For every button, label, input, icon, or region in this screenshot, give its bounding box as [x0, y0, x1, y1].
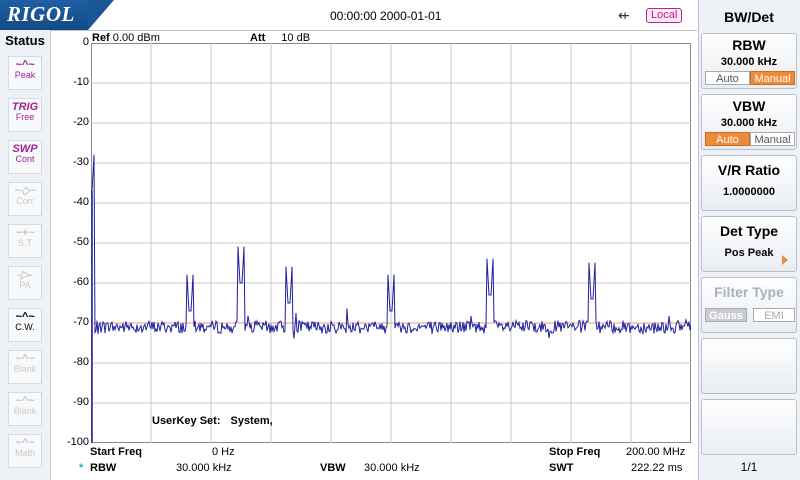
vbw-softkey[interactable]: VBW 30.000 kHz Auto Manual [701, 94, 797, 150]
ref-label: Ref [92, 32, 110, 44]
stop-freq-value: 200.00 MHz [626, 446, 686, 458]
status-button-pa[interactable]: -▷- PA [8, 266, 42, 300]
status-button-math[interactable]: ~^~ Math [8, 434, 42, 468]
datetime-display: 00:00:00 2000-01-01 [330, 9, 442, 23]
status-button-icon: ~◇~ [14, 185, 36, 197]
filter-emi-option[interactable]: EMI [753, 308, 795, 322]
empty-softkey-6[interactable] [701, 338, 797, 394]
vbw-auto-option[interactable]: Auto [705, 132, 750, 146]
swt-label: SWT [549, 462, 574, 474]
att-label: Att [250, 32, 266, 44]
status-button-icon: -▷- [17, 269, 33, 281]
status-button-label: Blank [13, 406, 37, 416]
vbw-manual-option[interactable]: Manual [750, 132, 795, 146]
vr-ratio-softkey[interactable]: V/R Ratio 1.0000000 [701, 155, 797, 211]
status-button-icon: ~^~ [15, 395, 35, 407]
submenu-arrow-icon [782, 255, 788, 265]
y-tick-label: -50 [73, 236, 89, 248]
vbw-key-value: 30.000 kHz [720, 117, 778, 129]
vr-ratio-value: 1.0000000 [723, 186, 775, 198]
ref-value: 0.00 dBm [112, 32, 160, 44]
top-bar [0, 0, 697, 31]
logo-text: RIGOL [7, 2, 75, 26]
status-button-blank[interactable]: ~^~ Blank [8, 392, 42, 426]
y-tick-label: -100 [66, 436, 89, 448]
local-badge[interactable]: Local [646, 8, 683, 23]
status-button-label: Cont [15, 154, 35, 164]
status-button-icon: ~^~ [15, 59, 35, 71]
y-tick-label: -10 [73, 76, 89, 88]
spectrum-display[interactable] [91, 43, 691, 443]
status-button-corr[interactable]: ~◇~ Corr [8, 182, 42, 216]
det-type-title: Det Type [719, 223, 779, 239]
status-button-icon: ~+~ [15, 227, 35, 239]
y-tick-label: -30 [73, 156, 89, 168]
rbw-value: 30.000 kHz [176, 462, 232, 474]
ref-level-readout: Ref 0.00 dBm [92, 32, 160, 44]
rbw-softkey[interactable]: RBW 30.000 kHz Auto Manual [701, 33, 797, 89]
vbw-value: 30.000 kHz [364, 462, 420, 474]
rbw-auto-option[interactable]: Auto [705, 71, 750, 85]
y-tick-label: -40 [73, 196, 89, 208]
vbw-label: VBW [320, 462, 346, 474]
empty-softkey-7[interactable] [701, 399, 797, 455]
status-button-label: C.W. [15, 322, 35, 332]
y-tick-label: -70 [73, 316, 89, 328]
rigol-logo: RIGOL [0, 0, 88, 30]
status-button-label: Free [15, 112, 35, 122]
rbw-manual-option[interactable]: Manual [750, 71, 795, 85]
start-freq-value: 0 Hz [212, 446, 235, 458]
status-button-cont[interactable]: SWP Cont [8, 140, 42, 174]
y-tick-label: -20 [73, 116, 89, 128]
y-tick-label: -60 [73, 276, 89, 288]
status-button-s-t[interactable]: ~+~ S.T [8, 224, 42, 258]
status-button-free[interactable]: TRIG Free [8, 98, 42, 132]
status-button-label: Corr [16, 196, 34, 206]
status-button-peak[interactable]: ~^~ Peak [8, 56, 42, 90]
status-button-label: Peak [14, 70, 36, 80]
rbw-label: RBW [90, 462, 117, 474]
y-tick-label: -90 [73, 396, 89, 408]
userkey-readout: UserKey Set: System, [152, 415, 273, 427]
userkey-label: UserKey Set: [152, 415, 221, 427]
attenuation-readout: Att 10 dB [250, 32, 310, 44]
status-button-blank[interactable]: ~^~ Blank [8, 350, 42, 384]
status-button-label: PA [19, 280, 31, 290]
filter-gauss-option[interactable]: Gauss [705, 308, 747, 322]
y-tick-label: -80 [73, 356, 89, 368]
swt-value: 222.22 ms [631, 462, 683, 474]
att-value: 10 dB [281, 32, 311, 44]
usb-icon: ⇷ [618, 7, 630, 23]
rbw-star-marker: * [79, 462, 84, 474]
logo-tail [88, 0, 114, 30]
det-type-softkey[interactable]: Det Type Pos Peak [701, 216, 797, 272]
status-button-icon: SWP [12, 143, 38, 155]
status-button-label: Blank [13, 364, 37, 374]
filter-type-title: Filter Type [714, 284, 784, 300]
panel-title: BW/Det [724, 9, 774, 25]
vr-ratio-title: V/R Ratio [717, 162, 781, 178]
rbw-key-value: 30.000 kHz [720, 56, 778, 68]
status-button-label: Math [14, 448, 35, 458]
status-button-icon: ~^~ [15, 311, 35, 323]
userkey-value: System, [230, 415, 273, 427]
vbw-key-title: VBW [732, 98, 766, 114]
page-indicator: 1/1 [740, 460, 758, 474]
spectrum-trace [91, 154, 691, 339]
rbw-key-title: RBW [732, 37, 766, 53]
status-button-c-w[interactable]: ~^~ C.W. [8, 308, 42, 342]
stop-freq-label: Stop Freq [549, 446, 601, 458]
det-type-value: Pos Peak [724, 247, 774, 259]
status-button-icon: ~^~ [15, 437, 35, 449]
status-button-label: S.T [17, 238, 32, 248]
filter-type-softkey[interactable]: Filter Type Gauss EMI [701, 277, 797, 333]
y-tick-label: 0 [82, 36, 89, 48]
status-title: Status [5, 33, 45, 48]
status-button-icon: TRIG [11, 101, 39, 113]
start-freq-label: Start Freq [90, 446, 142, 458]
status-button-icon: ~^~ [15, 353, 35, 365]
